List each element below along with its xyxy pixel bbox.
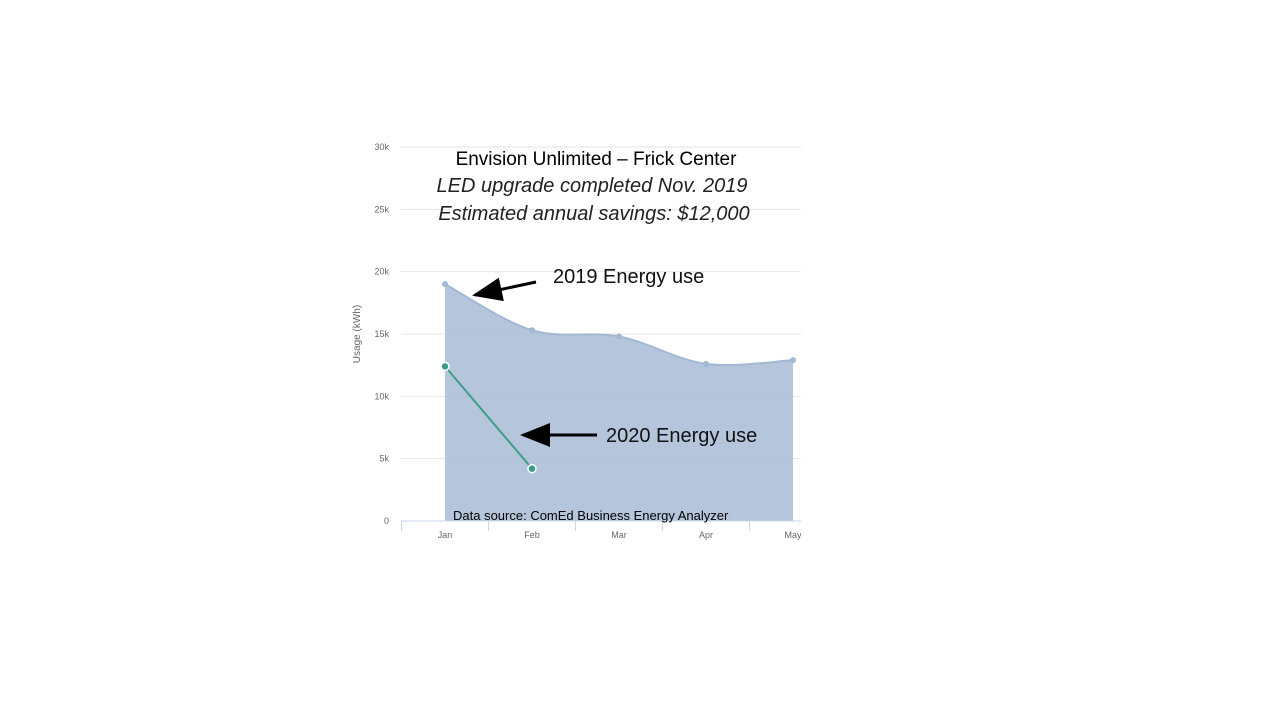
x-tick-label: Mar [611,530,627,540]
x-tick-label: Feb [524,530,540,540]
plot: Jan Feb Mar Apr May [401,146,802,540]
x-ticks [401,521,750,531]
subtitle: LED upgrade completed Nov. 2019 [437,175,748,197]
chart-title: Envision Unlimited – Frick Center [456,149,738,170]
marker [440,361,450,372]
subtitle: Estimated annual savings: $12,000 [438,203,749,225]
annotation: 2019 Energy use [553,266,704,288]
x-tick-label: Jan [438,530,453,540]
y-tick-label: 10k [374,391,389,401]
marker [529,327,535,334]
y-tick-label: 25k [374,204,389,214]
marker [703,360,709,367]
marker [442,281,448,288]
marker [616,333,622,340]
arrow [472,277,537,302]
y-axis-label: Usage (kWh) [352,305,363,363]
y-tick-label: 30k [374,142,389,152]
marker [527,463,537,474]
area [445,284,793,521]
y-tick-label: 20k [374,267,389,277]
y-tick-label: 0 [384,516,389,526]
marker [790,357,796,364]
x-tick-label: May [784,530,802,540]
x-tick-label: Apr [699,530,713,540]
y-tick-label: 15k [374,329,389,339]
line [444,365,533,470]
source: Data source: ComEd Business Energy Analy… [453,508,729,523]
y-tick-label: 5k [379,454,389,464]
annotation: 2020 Energy use [606,425,757,447]
